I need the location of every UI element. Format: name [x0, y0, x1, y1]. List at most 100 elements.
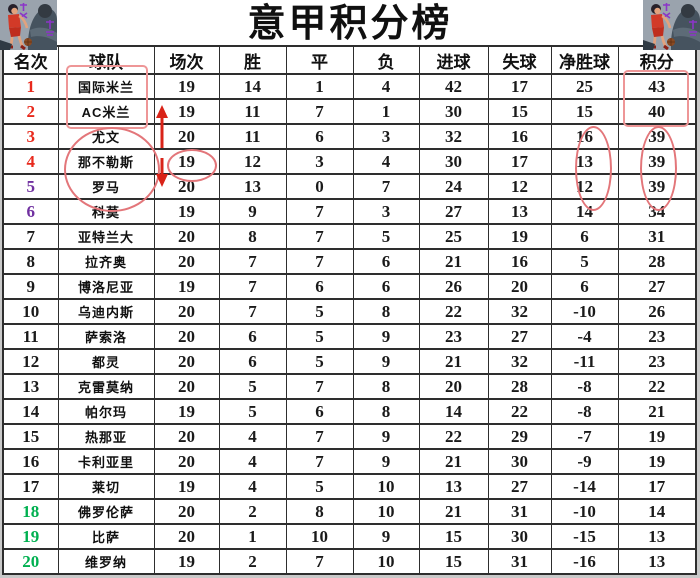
- goal-diff-cell: -7: [550, 423, 619, 450]
- losses-cell: 9: [352, 448, 420, 475]
- losses-cell: 5: [352, 223, 420, 250]
- losses-cell: 8: [352, 398, 420, 425]
- goals-for-cell: 23: [418, 323, 489, 350]
- losses-cell: 9: [352, 523, 420, 550]
- goals-for-cell: 20: [418, 373, 489, 400]
- table-row: 8 拉齐奥 20 7 7 6 21 16 5 28: [2, 248, 697, 275]
- played-cell: 19: [153, 98, 220, 125]
- wins-cell: 5: [218, 398, 287, 425]
- played-cell: 20: [153, 323, 220, 350]
- losses-cell: 9: [352, 348, 420, 375]
- played-cell: 20: [153, 498, 220, 525]
- draws-cell: 1: [285, 73, 354, 100]
- goals-against-cell: 19: [487, 223, 552, 250]
- points-cell: 31: [617, 223, 697, 250]
- table-row: 3 尤文 20 11 6 3 32 16 16 39: [2, 123, 697, 150]
- played-cell: 20: [153, 298, 220, 325]
- points-cell: 23: [617, 348, 697, 375]
- goals-against-cell: 27: [487, 323, 552, 350]
- points-cell: 19: [617, 423, 697, 450]
- played-cell: 19: [153, 398, 220, 425]
- rank-cell: 11: [2, 323, 59, 350]
- table-row: 1 国际米兰 19 14 1 4 42 17 25 43: [2, 73, 697, 100]
- played-cell: 20: [153, 423, 220, 450]
- draws-cell: 6: [285, 273, 354, 300]
- played-cell: 20: [153, 348, 220, 375]
- team-cell: 热那亚: [57, 423, 155, 450]
- rank-cell: 17: [2, 473, 59, 500]
- table-row: 4 那不勒斯 19 12 3 4 30 17 13 39: [2, 148, 697, 175]
- column-header-goal-diff: 净胜球: [550, 45, 619, 75]
- goal-diff-cell: -14: [550, 473, 619, 500]
- goals-for-cell: 15: [418, 548, 489, 575]
- played-cell: 20: [153, 248, 220, 275]
- team-cell: 克雷莫纳: [57, 373, 155, 400]
- draws-cell: 10: [285, 523, 354, 550]
- goals-for-cell: 25: [418, 223, 489, 250]
- rank-cell: 19: [2, 523, 59, 550]
- column-header-team: 球队: [57, 45, 155, 75]
- draws-cell: 7: [285, 98, 354, 125]
- goals-against-cell: 31: [487, 548, 552, 575]
- wins-cell: 7: [218, 298, 287, 325]
- goals-for-cell: 13: [418, 473, 489, 500]
- goals-for-cell: 22: [418, 298, 489, 325]
- goal-diff-cell: -10: [550, 498, 619, 525]
- basketball-player-artwork-icon: [0, 0, 57, 51]
- table-row: 20 维罗纳 19 2 7 10 15 31 -16 13: [2, 548, 697, 575]
- rank-cell: 1: [2, 73, 59, 100]
- rank-cell: 2: [2, 98, 59, 125]
- points-cell: 27: [617, 273, 697, 300]
- table-row: 7 亚特兰大 20 8 7 5 25 19 6 31: [2, 223, 697, 250]
- goal-diff-cell: 6: [550, 273, 619, 300]
- team-cell: 亚特兰大: [57, 223, 155, 250]
- played-cell: 19: [153, 148, 220, 175]
- table-row: 9 博洛尼亚 19 7 6 6 26 20 6 27: [2, 273, 697, 300]
- rank-cell: 20: [2, 548, 59, 575]
- goal-diff-cell: 25: [550, 73, 619, 100]
- goals-for-cell: 30: [418, 148, 489, 175]
- standings-body: 1 国际米兰 19 14 1 4 42 17 25 43 2 AC米兰 19 11 7 1 30 15 15 40 3 尤…: [2, 73, 697, 575]
- rank-cell: 18: [2, 498, 59, 525]
- column-header-losses: 负: [352, 45, 420, 75]
- losses-cell: 4: [352, 73, 420, 100]
- goals-against-cell: 22: [487, 398, 552, 425]
- losses-cell: 6: [352, 248, 420, 275]
- wins-cell: 11: [218, 98, 287, 125]
- goals-against-cell: 12: [487, 173, 552, 200]
- team-cell: 拉齐奥: [57, 248, 155, 275]
- points-cell: 17: [617, 473, 697, 500]
- losses-cell: 4: [352, 148, 420, 175]
- points-cell: 39: [617, 173, 697, 200]
- goals-for-cell: 21: [418, 348, 489, 375]
- wins-cell: 5: [218, 373, 287, 400]
- goal-diff-cell: 14: [550, 198, 619, 225]
- team-cell: 萨索洛: [57, 323, 155, 350]
- wins-cell: 2: [218, 498, 287, 525]
- rank-cell: 14: [2, 398, 59, 425]
- losses-cell: 9: [352, 423, 420, 450]
- goals-for-cell: 27: [418, 198, 489, 225]
- wins-cell: 14: [218, 73, 287, 100]
- table-row: 11 萨索洛 20 6 5 9 23 27 -4 23: [2, 323, 697, 350]
- goal-diff-cell: 12: [550, 173, 619, 200]
- table-row: 16 卡利亚里 20 4 7 9 21 30 -9 19: [2, 448, 697, 475]
- points-cell: 13: [617, 523, 697, 550]
- goals-for-cell: 32: [418, 123, 489, 150]
- table-row: 5 罗马 20 13 0 7 24 12 12 39: [2, 173, 697, 200]
- losses-cell: 10: [352, 498, 420, 525]
- wins-cell: 9: [218, 198, 287, 225]
- team-cell: AC米兰: [57, 98, 155, 125]
- goals-for-cell: 21: [418, 448, 489, 475]
- draws-cell: 7: [285, 223, 354, 250]
- table-row: 17 莱切 19 4 5 10 13 27 -14 17: [2, 473, 697, 500]
- team-cell: 帕尔玛: [57, 398, 155, 425]
- goal-diff-cell: -15: [550, 523, 619, 550]
- points-cell: 22: [617, 373, 697, 400]
- wins-cell: 4: [218, 448, 287, 475]
- table-row: 13 克雷莫纳 20 5 7 8 20 28 -8 22: [2, 373, 697, 400]
- goals-for-cell: 24: [418, 173, 489, 200]
- wins-cell: 13: [218, 173, 287, 200]
- draws-cell: 7: [285, 548, 354, 575]
- team-cell: 佛罗伦萨: [57, 498, 155, 525]
